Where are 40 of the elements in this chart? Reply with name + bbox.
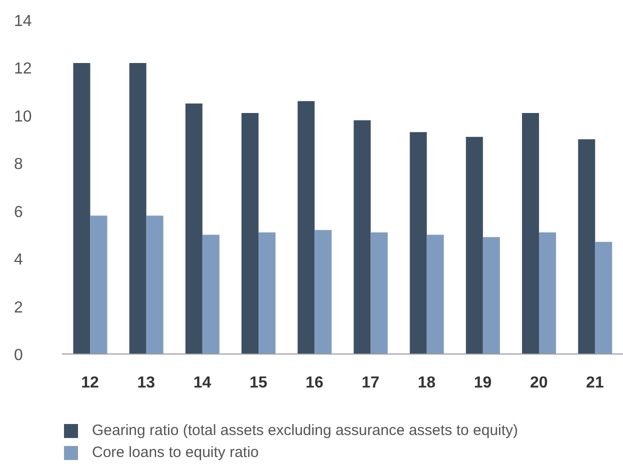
bar — [258, 232, 276, 354]
bar — [298, 101, 315, 354]
y-tick-label: 10 — [14, 108, 32, 126]
bar — [426, 234, 444, 354]
bar — [370, 232, 388, 354]
x-tick-label: 15 — [249, 374, 268, 392]
bar — [354, 120, 371, 354]
y-tick-label: 0 — [14, 347, 23, 364]
bar — [482, 237, 500, 354]
x-tick-label: 13 — [137, 374, 156, 392]
x-tick-label: 20 — [530, 374, 548, 392]
x-tick-label: 12 — [81, 374, 100, 392]
x-tick-label: 21 — [586, 374, 604, 392]
y-tick-label: 12 — [14, 60, 32, 78]
bar — [578, 139, 596, 354]
bar — [90, 216, 108, 354]
bar — [129, 62, 146, 354]
bar — [595, 242, 612, 354]
bar — [539, 232, 556, 354]
bar — [242, 113, 259, 354]
y-tick-label: 2 — [14, 299, 23, 316]
legend-label: Gearing ratio (total assets excluding assurance assets to equity) — [92, 421, 518, 441]
y-tick-label: 8 — [14, 156, 23, 174]
y-tick-label: 4 — [14, 252, 23, 269]
bar — [314, 230, 332, 354]
bar — [185, 104, 202, 354]
x-tick-label: 18 — [418, 374, 436, 392]
bar — [73, 62, 90, 354]
bar — [522, 113, 540, 354]
legend-label: Core loans to equity ratio — [92, 443, 259, 463]
x-tick-label: 16 — [306, 374, 324, 392]
x-tick-label: 17 — [362, 374, 380, 392]
bar — [410, 132, 427, 354]
x-tick-label: 14 — [193, 374, 212, 392]
y-tick-label: 14 — [14, 13, 32, 30]
x-tick-label: 19 — [474, 374, 492, 392]
y-tick-label: 6 — [14, 204, 23, 221]
bar — [146, 216, 164, 354]
bar — [466, 136, 483, 354]
bar — [202, 234, 220, 354]
